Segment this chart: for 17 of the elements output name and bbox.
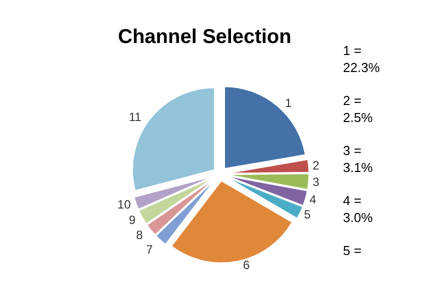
- slice-label: 7: [146, 242, 154, 257]
- slice-label: 2: [312, 158, 320, 173]
- slice-label: 1: [284, 96, 292, 110]
- slice-label: 9: [128, 212, 136, 227]
- slice-label: 8: [136, 228, 144, 242]
- chart-title: Channel Selection: [118, 26, 292, 48]
- slice-label: 11: [128, 110, 142, 124]
- slice-label: 3: [312, 174, 320, 189]
- slice-label: 5: [304, 208, 311, 222]
- text: 1 = 22.3%: [343, 43, 380, 75]
- text: 5 =: [343, 243, 362, 258]
- text: 4 = 3.0%: [343, 193, 374, 225]
- text: 2 = 2.5%: [343, 93, 374, 125]
- slice-label: 10: [117, 198, 132, 212]
- slice-label: 6: [243, 258, 250, 272]
- slice-label: 4: [310, 192, 317, 206]
- text: 3 = 3.1%: [343, 143, 374, 175]
